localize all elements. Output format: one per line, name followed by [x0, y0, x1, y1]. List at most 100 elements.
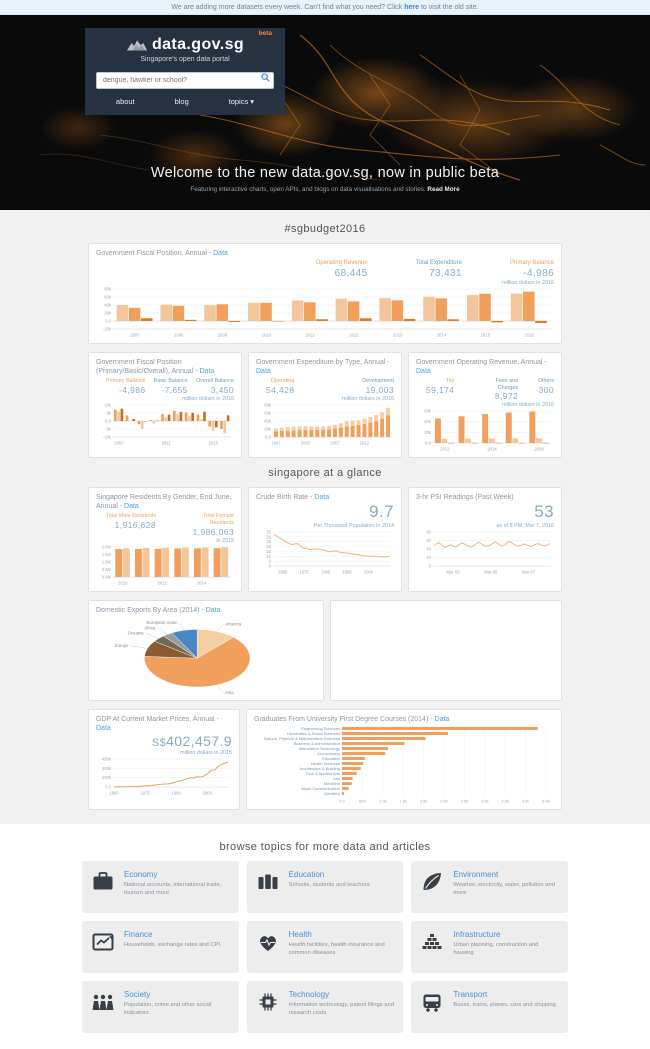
svg-text:2011: 2011	[162, 440, 172, 445]
data-link[interactable]: Data	[434, 716, 450, 724]
svg-text:80k: 80k	[104, 286, 112, 291]
svg-text:2010: 2010	[262, 332, 272, 337]
svg-text:2012: 2012	[440, 447, 450, 452]
svg-text:2014: 2014	[197, 580, 207, 585]
topic-card-society[interactable]: Society Population, crime and other soci…	[82, 981, 239, 1034]
data-link[interactable]: Data	[256, 367, 271, 375]
svg-text:Accountancy: Accountancy	[317, 751, 340, 756]
data-link[interactable]: Data	[124, 503, 139, 511]
topic-name: Infrastructure	[453, 930, 501, 940]
svg-text:1990: 1990	[172, 791, 182, 796]
svg-text:2005: 2005	[364, 570, 374, 575]
svg-text:0.0: 0.0	[105, 785, 111, 790]
revenue-chart: 0.0 20k 40k 60k 2012 2014 2016	[416, 408, 554, 452]
read-more-link[interactable]: Read More	[427, 186, 460, 193]
graduates-chart: 0.0 500 1.0k 1.5k 2.0k 2.5k 3.0k 3.5k 4.0k 4.5k 5.…	[254, 724, 554, 804]
search-input[interactable]	[96, 72, 274, 89]
svg-text:40k: 40k	[264, 418, 272, 423]
hero: data.gov.sg beta Singapore's open data p…	[0, 15, 650, 210]
bus-icon	[423, 994, 441, 1012]
header-panel: data.gov.sg beta Singapore's open data p…	[85, 28, 285, 115]
nav-topics[interactable]: topics ▾	[228, 97, 255, 106]
banner-here-link[interactable]: here	[404, 3, 419, 11]
svg-text:3.0k: 3.0k	[461, 799, 469, 804]
stats-row: Operating 54,428 Development 19,003	[256, 378, 394, 395]
stat-overall-balance: Overall Balance 3,450	[195, 377, 234, 395]
data-link[interactable]: Data	[96, 725, 111, 733]
svg-text:-5k: -5k	[105, 426, 112, 431]
svg-text:2016: 2016	[524, 332, 534, 337]
stat-basic-balance: Basic Balance -7,655	[153, 377, 188, 395]
data-link[interactable]: Data	[205, 606, 221, 614]
card-graduates: Graduates From University First Degree C…	[246, 709, 562, 811]
hero-title: Welcome to the new data.gov.sg, now in p…	[150, 165, 500, 181]
topic-card-health[interactable]: Health Health facilities, health insuran…	[246, 921, 404, 974]
topics-section: browse topics for more data and articles…	[0, 824, 650, 1049]
topic-desc: Buses, trains, planes, cars and shipping	[453, 1001, 556, 1008]
site-logo[interactable]: data.gov.sg	[151, 36, 245, 53]
svg-text:15: 15	[266, 549, 271, 554]
stat-female-residents: Total Female Residents 1,986,063	[192, 513, 234, 537]
data-link[interactable]: Data	[416, 367, 431, 375]
topic-card-finance[interactable]: Finance Households, exchange rates and C…	[82, 921, 239, 974]
svg-text:Humanities & Social Sciences: Humanities & Social Sciences	[287, 731, 340, 736]
fiscal-position-chart: -20k 0.0 20k 40k 60k 80k 2007 2008 2009 2010 2011 2…	[96, 286, 554, 338]
topic-card-environment[interactable]: Environment Weather, electricity, water,…	[411, 861, 568, 914]
topic-card-transport[interactable]: Transport Buses, trains, planes, cars an…	[411, 981, 568, 1034]
svg-text:2015: 2015	[209, 440, 219, 445]
topic-name: Environment	[453, 870, 499, 880]
svg-text:1.5k: 1.5k	[399, 799, 407, 804]
people-icon	[92, 994, 114, 1011]
svg-text:5k: 5k	[107, 410, 112, 415]
svg-text:1.0M: 1.0M	[102, 559, 112, 564]
search-icon[interactable]	[261, 72, 270, 82]
svg-text:1.0k: 1.0k	[379, 799, 387, 804]
topic-card-economy[interactable]: Economy National accounts, international…	[82, 861, 239, 914]
topic-card-education[interactable]: Education Schools, students and teachers	[246, 861, 404, 914]
books-icon	[258, 874, 278, 890]
topic-card-technology[interactable]: Technology Information technology, paten…	[246, 981, 404, 1034]
svg-text:2012: 2012	[360, 440, 370, 445]
gdp-value: S$402,457.9	[151, 733, 232, 750]
svg-text:Europe: Europe	[115, 643, 129, 648]
svg-text:2007: 2007	[330, 440, 340, 445]
svg-text:Natural, Physical & Mathematic: Natural, Physical & Mathematical Science…	[264, 736, 340, 741]
stats-row: Primary Balance -4,986 Basic Balance -7,…	[96, 378, 234, 395]
budget-section-title: #sgbudget2016	[284, 223, 366, 235]
data-link[interactable]: Data	[213, 250, 228, 257]
topic-name: Technology	[288, 990, 330, 1000]
nav-about[interactable]: about	[115, 97, 135, 106]
site-tagline: Singapore's open data portal	[140, 56, 230, 63]
svg-text:20: 20	[426, 555, 431, 560]
card-title: Government Fiscal Position, Annual - Dat…	[96, 250, 228, 257]
beta-tag: beta	[258, 30, 272, 37]
data-link[interactable]: Data	[199, 367, 215, 375]
card-note: million dollars in 2016	[342, 395, 394, 402]
svg-text:-20k: -20k	[103, 326, 112, 331]
card-birth-rate: Crude Birth Rate - Data 9.7 Per Thousand…	[248, 487, 402, 592]
topic-name: Society	[124, 990, 151, 1000]
svg-text:2005: 2005	[203, 791, 213, 796]
svg-text:4.0k: 4.0k	[501, 799, 509, 804]
svg-text:1985: 1985	[321, 570, 331, 575]
card-fiscal-breakdown: Government Fiscal Position (Primary/Basi…	[88, 351, 242, 459]
data-link[interactable]: Data	[314, 494, 330, 502]
topic-name: Health	[288, 930, 312, 940]
svg-text:1995: 1995	[342, 570, 352, 575]
psi-value: 53	[534, 502, 554, 522]
svg-text:America: America	[225, 622, 241, 627]
svg-text:2.0k: 2.0k	[420, 799, 428, 804]
svg-text:5: 5	[269, 559, 272, 564]
fiscal-breakdown-chart: -10k -5k 0.0 5k 10k 2007 2011 2015	[96, 402, 234, 446]
card-note: in 2015	[216, 537, 234, 544]
stats-row: Tax 59,174 Fees and Charges 8,972 Others…	[416, 378, 554, 402]
svg-text:40k: 40k	[104, 302, 112, 307]
nav-blog[interactable]: blog	[174, 97, 189, 106]
logo-icon	[126, 40, 148, 51]
svg-text:0.0M: 0.0M	[102, 574, 112, 579]
card-note: as of 8 PM, Mar 7, 2016	[496, 523, 554, 530]
svg-text:20k: 20k	[104, 310, 112, 315]
svg-text:0: 0	[429, 564, 432, 569]
card-note: million dollars in 2016	[502, 279, 554, 286]
topic-card-infrastructure[interactable]: Infrastructure Urban planning, construct…	[411, 921, 568, 974]
